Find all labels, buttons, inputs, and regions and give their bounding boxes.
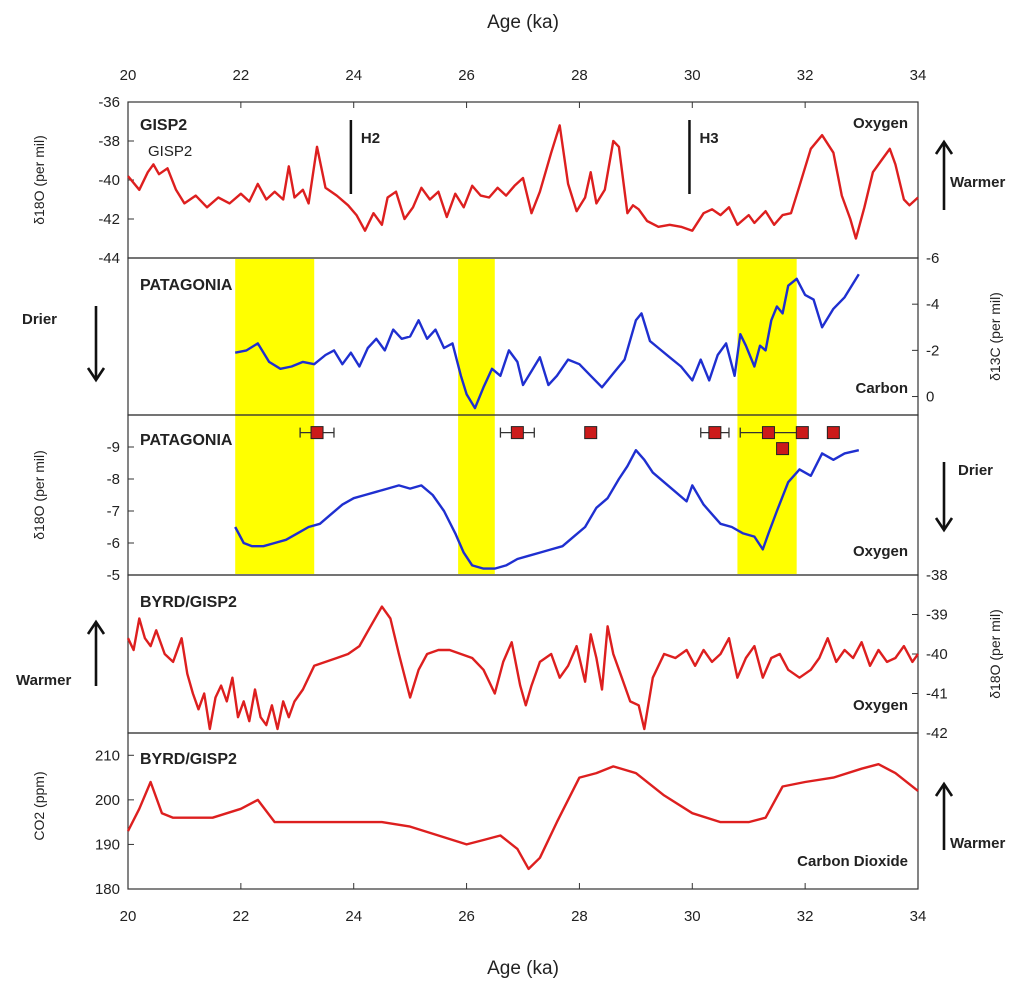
y-tick-label: -4 <box>926 296 939 313</box>
drier-indicator-label: Drier <box>958 462 993 479</box>
x-tick-label-bottom: 26 <box>458 908 475 925</box>
highlight-band <box>737 259 797 574</box>
x-tick-label-top: 26 <box>458 67 475 84</box>
series-line <box>127 124 919 240</box>
warmer-indicator-label: Warmer <box>16 672 71 689</box>
y-tick-label: -42 <box>98 211 120 228</box>
highlight-bands <box>235 259 797 574</box>
panel-variable-label: Oxygen <box>853 697 908 714</box>
age-marker <box>510 426 524 440</box>
warmer-arrow-3-head <box>934 781 954 797</box>
warmer-indicator-label: Warmer <box>950 835 1005 852</box>
y-tick-label: -6 <box>107 535 120 552</box>
x-tick-label-bottom: 20 <box>120 908 137 925</box>
panel-title: BYRD/GISP2 <box>140 594 237 611</box>
x-tick-label-top: 30 <box>684 67 701 84</box>
age-marker <box>584 426 598 440</box>
panel-variable-label: Carbon Dioxide <box>797 853 908 870</box>
chart-text: Age (ka) Age (ka) 20 20 22 22 24 24 26 26 28 28 30… <box>16 12 1005 979</box>
age-marker <box>761 426 775 440</box>
panel-frame <box>127 732 919 890</box>
x-tick-label-top: 24 <box>345 67 362 84</box>
x-tick-label-bottom: 24 <box>345 908 362 925</box>
y-tick-label: -40 <box>926 646 948 663</box>
x-tick-label-bottom: 22 <box>233 908 250 925</box>
x-tick-label-bottom: 28 <box>571 908 588 925</box>
y-tick-label: -42 <box>926 725 948 742</box>
y-tick-label: -44 <box>98 250 120 267</box>
event-label: H2 <box>361 130 380 147</box>
panel-frames <box>127 101 919 890</box>
x-tick-label-bottom: 32 <box>797 908 814 925</box>
panel-subtitle: GISP2 <box>148 143 192 160</box>
panel-variable-label: Oxygen <box>853 115 908 132</box>
panel-title: PATAGONIA <box>140 432 233 449</box>
age-marker <box>826 426 840 440</box>
data-series <box>86 120 954 871</box>
event-label: H3 <box>699 130 718 147</box>
y-tick-label: -5 <box>107 567 120 584</box>
x-tick-label-top: 22 <box>233 67 250 84</box>
y-tick-label: -7 <box>107 503 120 520</box>
y-tick-label: -39 <box>926 607 948 624</box>
age-marker <box>310 426 324 440</box>
y-tick-label: -6 <box>926 250 939 267</box>
y-axis-label: δ18O (per mil) <box>987 609 1003 698</box>
x-tick-label-top: 20 <box>120 67 137 84</box>
y-tick-label: -9 <box>107 439 120 456</box>
age-marker <box>708 426 722 440</box>
warmer-arrow-1-head <box>934 139 954 155</box>
highlight-band <box>458 259 495 574</box>
series-line <box>126 605 919 731</box>
x-tick-label-top: 32 <box>797 67 814 84</box>
x-tick-label-top: 34 <box>910 67 927 84</box>
panel-title: PATAGONIA <box>140 277 233 294</box>
x-tick-label-top: 28 <box>571 67 588 84</box>
panel-variable-label: Carbon <box>856 380 909 397</box>
panel-title: BYRD/GISP2 <box>140 751 237 768</box>
y-tick-label: -38 <box>98 133 120 150</box>
y-axis-label: δ13C (per mil) <box>987 292 1003 381</box>
y-tick-label: -36 <box>98 94 120 111</box>
y-axis-label: δ18O (per mil) <box>31 450 47 539</box>
panel-variable-label: Oxygen <box>853 543 908 560</box>
y-axis-label: CO2 (ppm) <box>31 771 47 840</box>
drier-indicator-label: Drier <box>22 311 57 328</box>
drier-arrow-1-head <box>86 367 106 383</box>
y-tick-label: 190 <box>95 836 120 853</box>
age-markers <box>299 426 840 456</box>
y-tick-label: -8 <box>107 471 120 488</box>
age-marker <box>795 426 809 440</box>
age-marker <box>776 442 790 456</box>
y-tick-label: 210 <box>95 747 120 764</box>
warmer-arrow-2-head <box>86 619 106 635</box>
drier-arrow-2-head <box>934 517 954 533</box>
y-tick-label: -41 <box>926 686 948 703</box>
y-axis-label: δ18O (per mil) <box>31 135 47 224</box>
highlight-band <box>235 259 315 574</box>
x-tick-label-bottom: 30 <box>684 908 701 925</box>
x-axis-title-top: Age (ka) <box>487 12 559 33</box>
y-tick-label: -40 <box>98 172 120 189</box>
x-axis-title-bottom: Age (ka) <box>487 958 559 979</box>
panel-title: GISP2 <box>140 117 187 134</box>
y-tick-label: 0 <box>926 389 934 406</box>
y-tick-label: 200 <box>95 792 120 809</box>
warmer-indicator-label: Warmer <box>950 174 1005 191</box>
y-tick-label: -2 <box>926 342 939 359</box>
x-tick-label-bottom: 34 <box>910 908 927 925</box>
series-line <box>234 449 860 570</box>
series-line <box>126 763 919 871</box>
y-tick-label: 180 <box>95 881 120 898</box>
y-tick-label: -38 <box>926 567 948 584</box>
series-line <box>234 273 860 410</box>
